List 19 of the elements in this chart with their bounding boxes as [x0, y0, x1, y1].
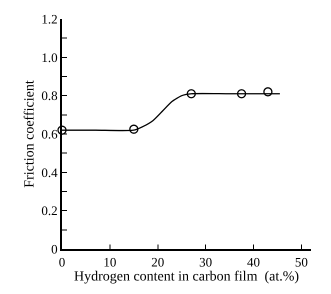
y-tick-label: 0.8 [41, 88, 58, 104]
y-tick-label: 0.6 [41, 126, 58, 142]
x-tick-label: 30 [199, 254, 212, 270]
y-tick-label: 0 [51, 242, 58, 257]
y-axis-title: Friction coefficient [22, 80, 38, 188]
point [186, 89, 196, 98]
x-tick-label: 50 [294, 254, 308, 270]
x-tick-label: 20 [151, 254, 164, 270]
y-tick-label: 1.2 [41, 12, 58, 27]
x-axis-title: Hydrogen content in carbon film (at.%) [74, 269, 300, 284]
point [57, 126, 67, 135]
point [129, 124, 138, 134]
x-tick-label: 40 [247, 254, 260, 270]
y-tick-label: 0.2 [41, 203, 58, 218]
y-tick-label: 1.0 [41, 50, 58, 65]
point [263, 87, 273, 96]
x-tick-label: 10 [103, 254, 116, 270]
y-tick-label: 0.4 [41, 164, 58, 180]
point [236, 89, 246, 98]
